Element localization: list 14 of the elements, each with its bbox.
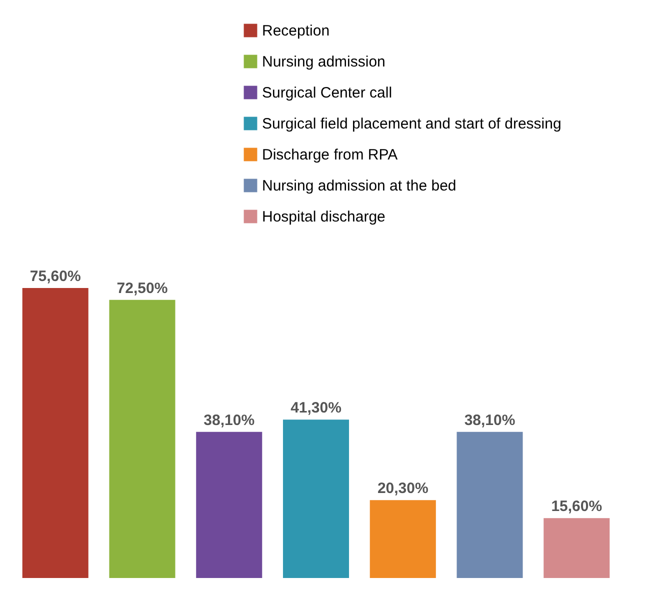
legend-label: Discharge from RPA — [262, 146, 398, 164]
legend-label: Hospital discharge — [262, 208, 386, 226]
data-label: 75,60% — [30, 268, 81, 285]
data-label: 38,10% — [464, 412, 516, 429]
data-label: 15,60% — [551, 498, 602, 516]
legend-label: Surgical field placement and start of dressing — [262, 116, 562, 132]
data-label: 20,30% — [377, 480, 428, 498]
data-label: 41,30% — [290, 400, 342, 417]
legend-label: Surgical Center call — [262, 84, 392, 102]
legend-label: Reception — [262, 22, 330, 40]
legend-label: Nursing admission — [262, 54, 386, 70]
legend-label: Nursing admission at the bed — [262, 178, 456, 194]
data-label: 72,50% — [116, 280, 168, 297]
data-label: 38,10% — [204, 412, 255, 429]
